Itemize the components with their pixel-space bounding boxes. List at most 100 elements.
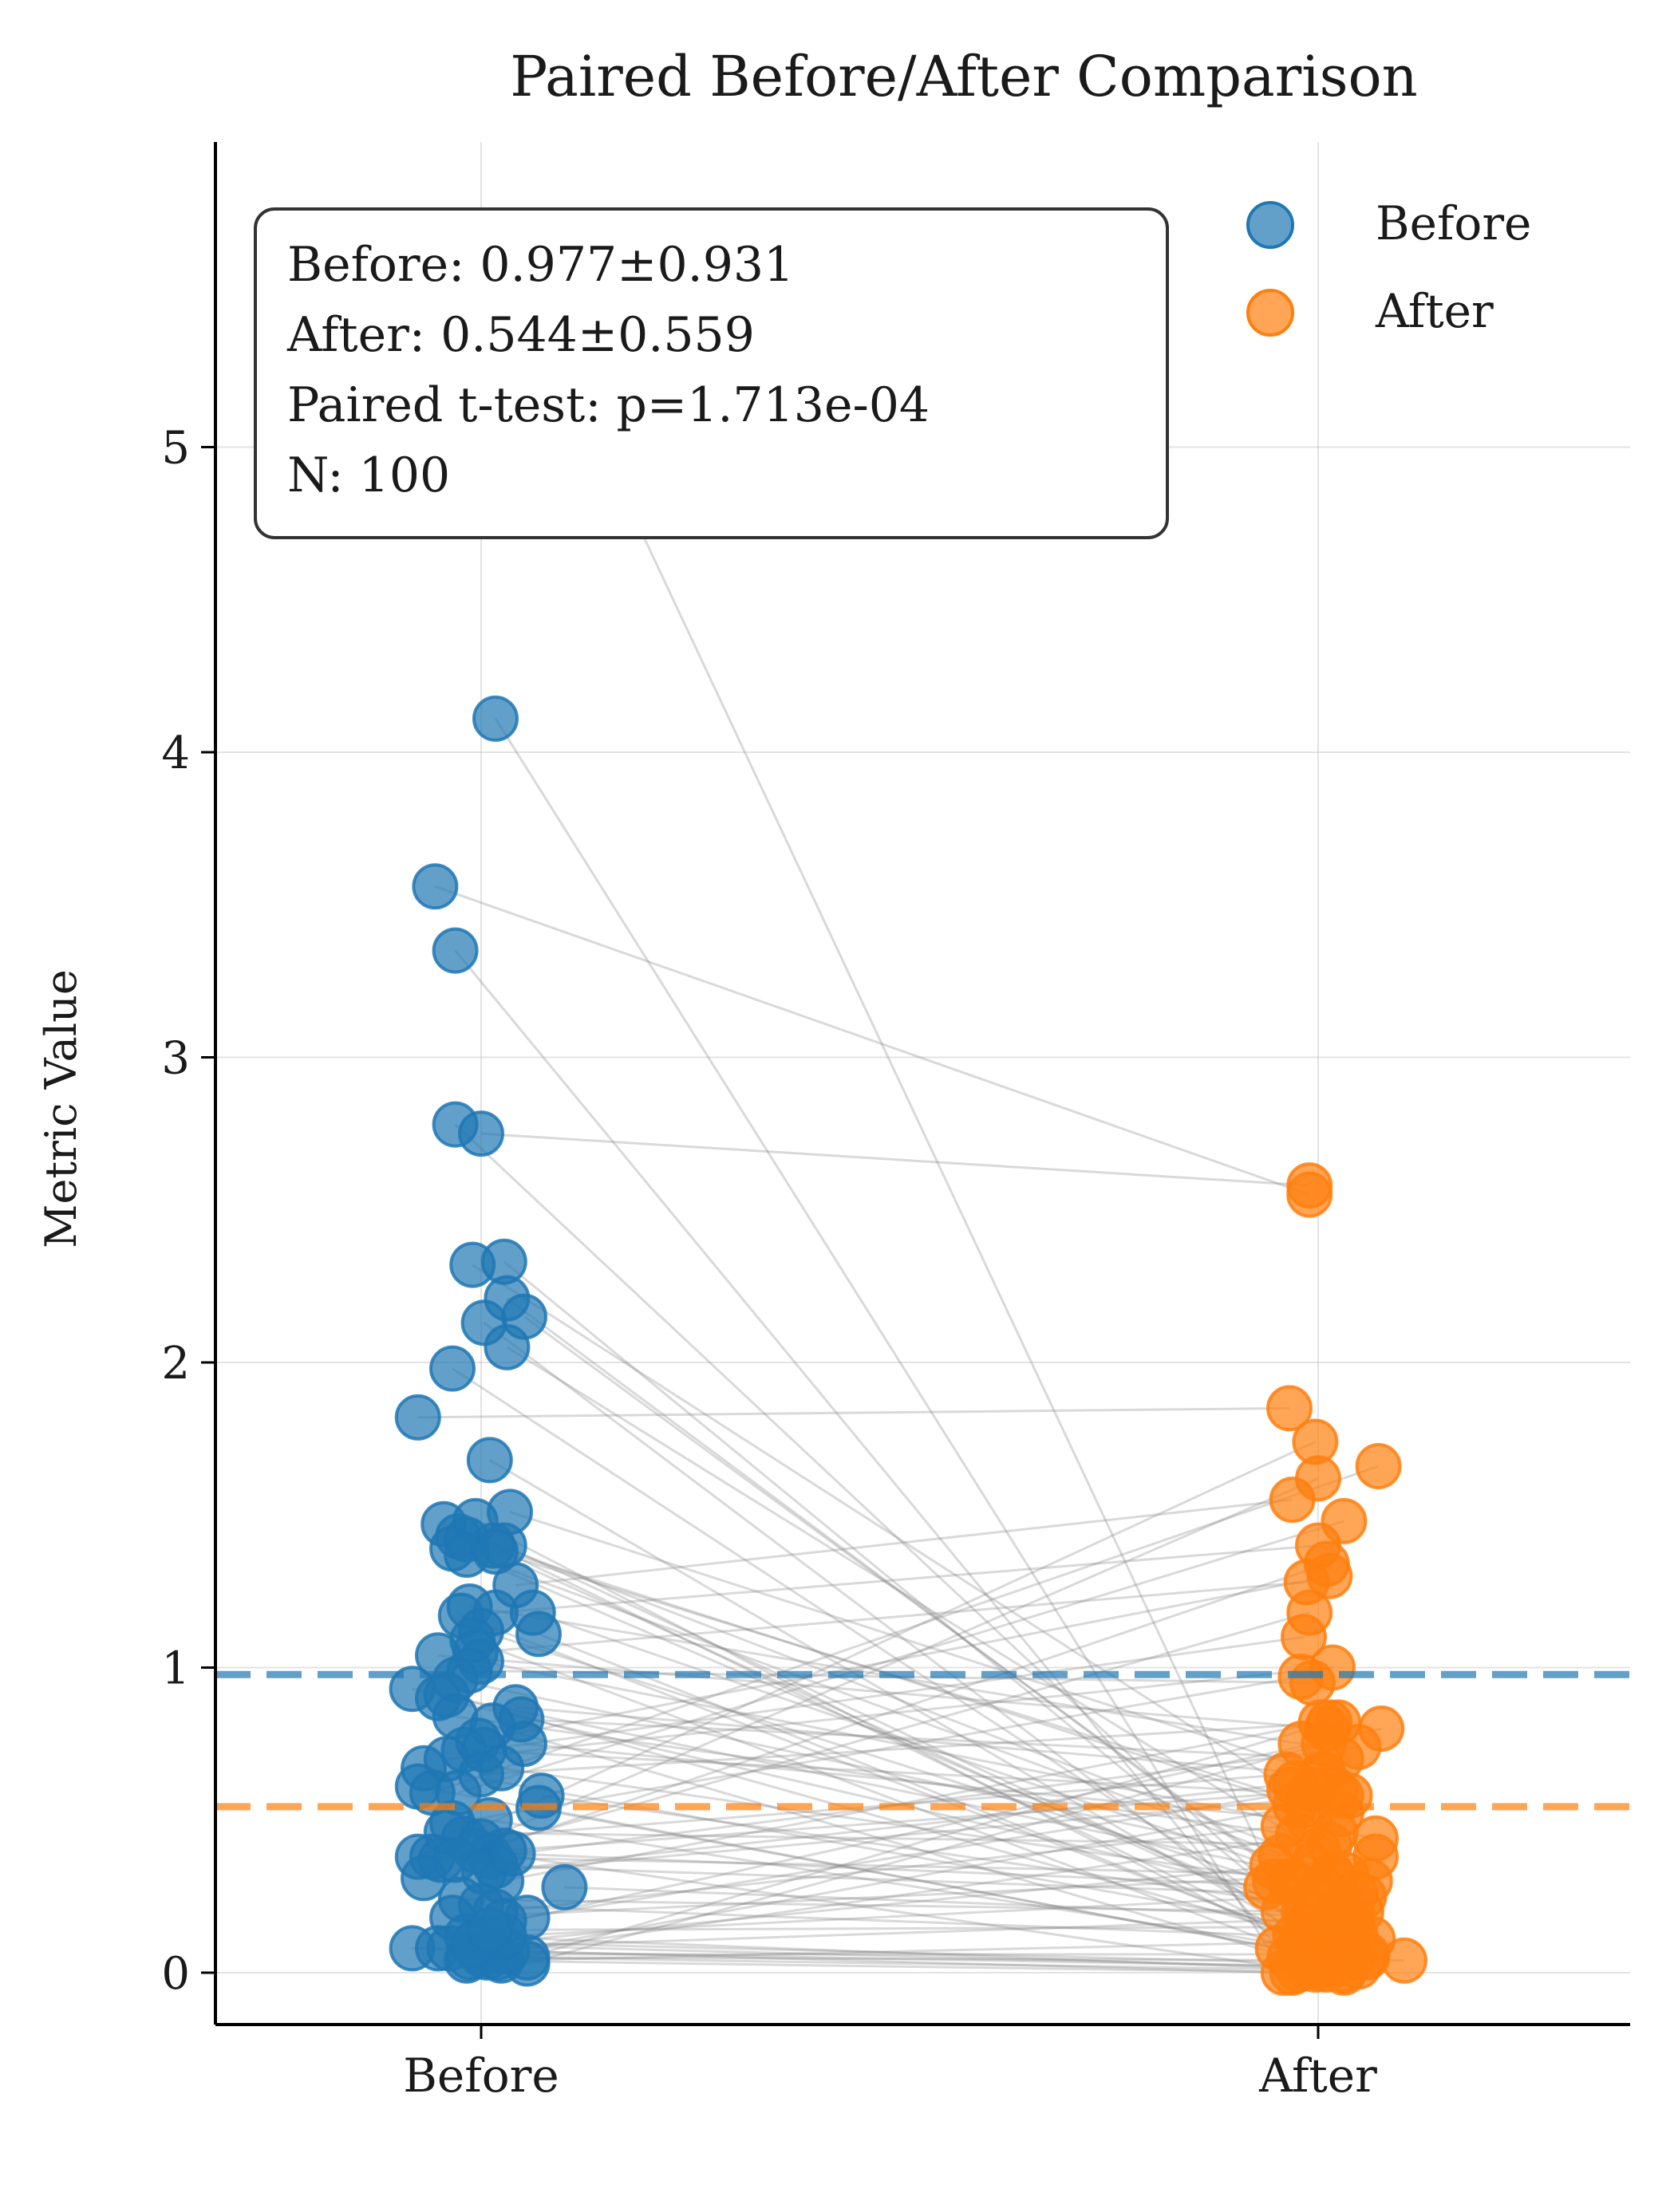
x-tick-label: After [1258,2048,1377,2103]
paired-line [455,1715,1299,1837]
after-point [1303,1540,1350,1587]
y-tick-label: 3 [161,1033,190,1085]
paired-line [457,1520,1344,1794]
legend-label-before: Before [1376,196,1531,250]
legend-marker-after [1246,289,1294,337]
paired-line [501,1941,1301,1962]
paired-line [532,1611,1273,1867]
before-point [412,863,459,910]
paired-line [521,1718,1341,1761]
data-points [389,210,1427,1996]
paired-line [564,1886,1353,1919]
paired-line [487,1956,1405,1962]
paired-line [437,1654,1327,1730]
paired-line [466,1959,1344,1974]
paired-line [412,1687,1336,1883]
stats-ttest: Paired t-test: p=1.713e-04 [287,377,930,433]
stats-box-frame [254,207,1169,539]
before-point [515,1611,562,1658]
stats-box: Before: 0.977±0.931 After: 0.544±0.559 P… [254,207,1169,539]
paired-line [484,1782,1296,1874]
paired-line [506,1297,1290,1883]
paired-line [455,1563,1328,1861]
legend-marker-before [1246,201,1294,249]
paired-line [509,1510,1325,1776]
paired-line [494,718,1285,1973]
before-point [484,1323,531,1370]
paired-line [464,1772,1287,1840]
after-point [1381,1937,1427,1984]
paired-line [460,1898,1305,1913]
paired-line [412,1946,1293,1974]
paired-line [495,1550,1342,1816]
paired-line [449,1916,1350,1950]
paired-line [489,1819,1368,1959]
paired-line [452,1675,1301,1825]
after-point [1355,1443,1402,1490]
paired-line [432,1465,1380,1794]
paired-line [483,1322,1328,1959]
paired-line [500,1721,1321,1883]
chart-title: Paired Before/After Comparison [510,44,1418,109]
paired-line [541,1794,1307,1907]
paired-line [475,1849,1299,1971]
y-tick-label: 2 [161,1338,190,1390]
paired-line [446,1666,1333,1761]
y-tick-label: 5 [161,423,190,475]
paired-line [417,1406,1290,1419]
paired-line [503,1788,1313,1922]
after-point [1312,1809,1359,1856]
before-point [394,1394,441,1441]
after-point [1352,1833,1399,1880]
paired-line [489,1745,1359,1859]
paired-line [489,1459,1305,1938]
legend: Before After [1246,196,1531,338]
paired-line [460,1615,1353,1959]
paired-line [538,1633,1296,1938]
paired-line [480,1904,1373,1941]
paired-line [480,1630,1316,1898]
paired-line [466,1553,1333,1929]
paired-line [489,1926,1341,1931]
after-point [1292,1418,1339,1465]
axes: 0 1 2 3 4 5 Before After [161,142,1630,2103]
after-point [1321,1497,1368,1544]
paired-line [452,1874,1333,1919]
paired-line [475,1520,1302,1950]
after-point [1297,1863,1344,1910]
stats-after: After: 0.544±0.559 [286,307,755,363]
paired-line [480,1660,1376,1840]
paired-line [452,1547,1313,1867]
paired-line [434,885,1310,1197]
before-point [466,1906,513,1954]
paired-line [446,1694,1348,1950]
paired-line [503,1788,1336,1852]
paired-line [452,1367,1308,1928]
paired-line [503,1260,1268,1889]
after-point [1317,1903,1364,1950]
mean-lines [215,1670,1630,1811]
paired-line [495,1864,1364,1898]
paired-line [443,1523,1371,1883]
paired-line [523,1742,1310,1822]
paired-line [417,1441,1317,1859]
paired-line [527,1742,1325,1965]
paired-line [498,1956,1316,1971]
after-point [1286,1162,1333,1209]
paired-line [472,1264,1290,1791]
after-point [1286,1943,1333,1990]
paired-line [472,1944,1310,1968]
paired-line [527,1727,1382,1919]
y-tick-label: 1 [161,1643,190,1695]
paired-line [527,1721,1330,1959]
before-point [432,927,479,974]
paired-line [480,1132,1310,1187]
after-point [1266,1385,1313,1432]
y-tick-label: 0 [161,1948,190,2000]
paired-line [523,1315,1336,1913]
before-point [429,1345,476,1392]
paired-line [507,1804,1307,1953]
paired-line [469,1831,1336,1959]
paired-line [464,1749,1350,1797]
paired-line [538,1806,1325,1959]
